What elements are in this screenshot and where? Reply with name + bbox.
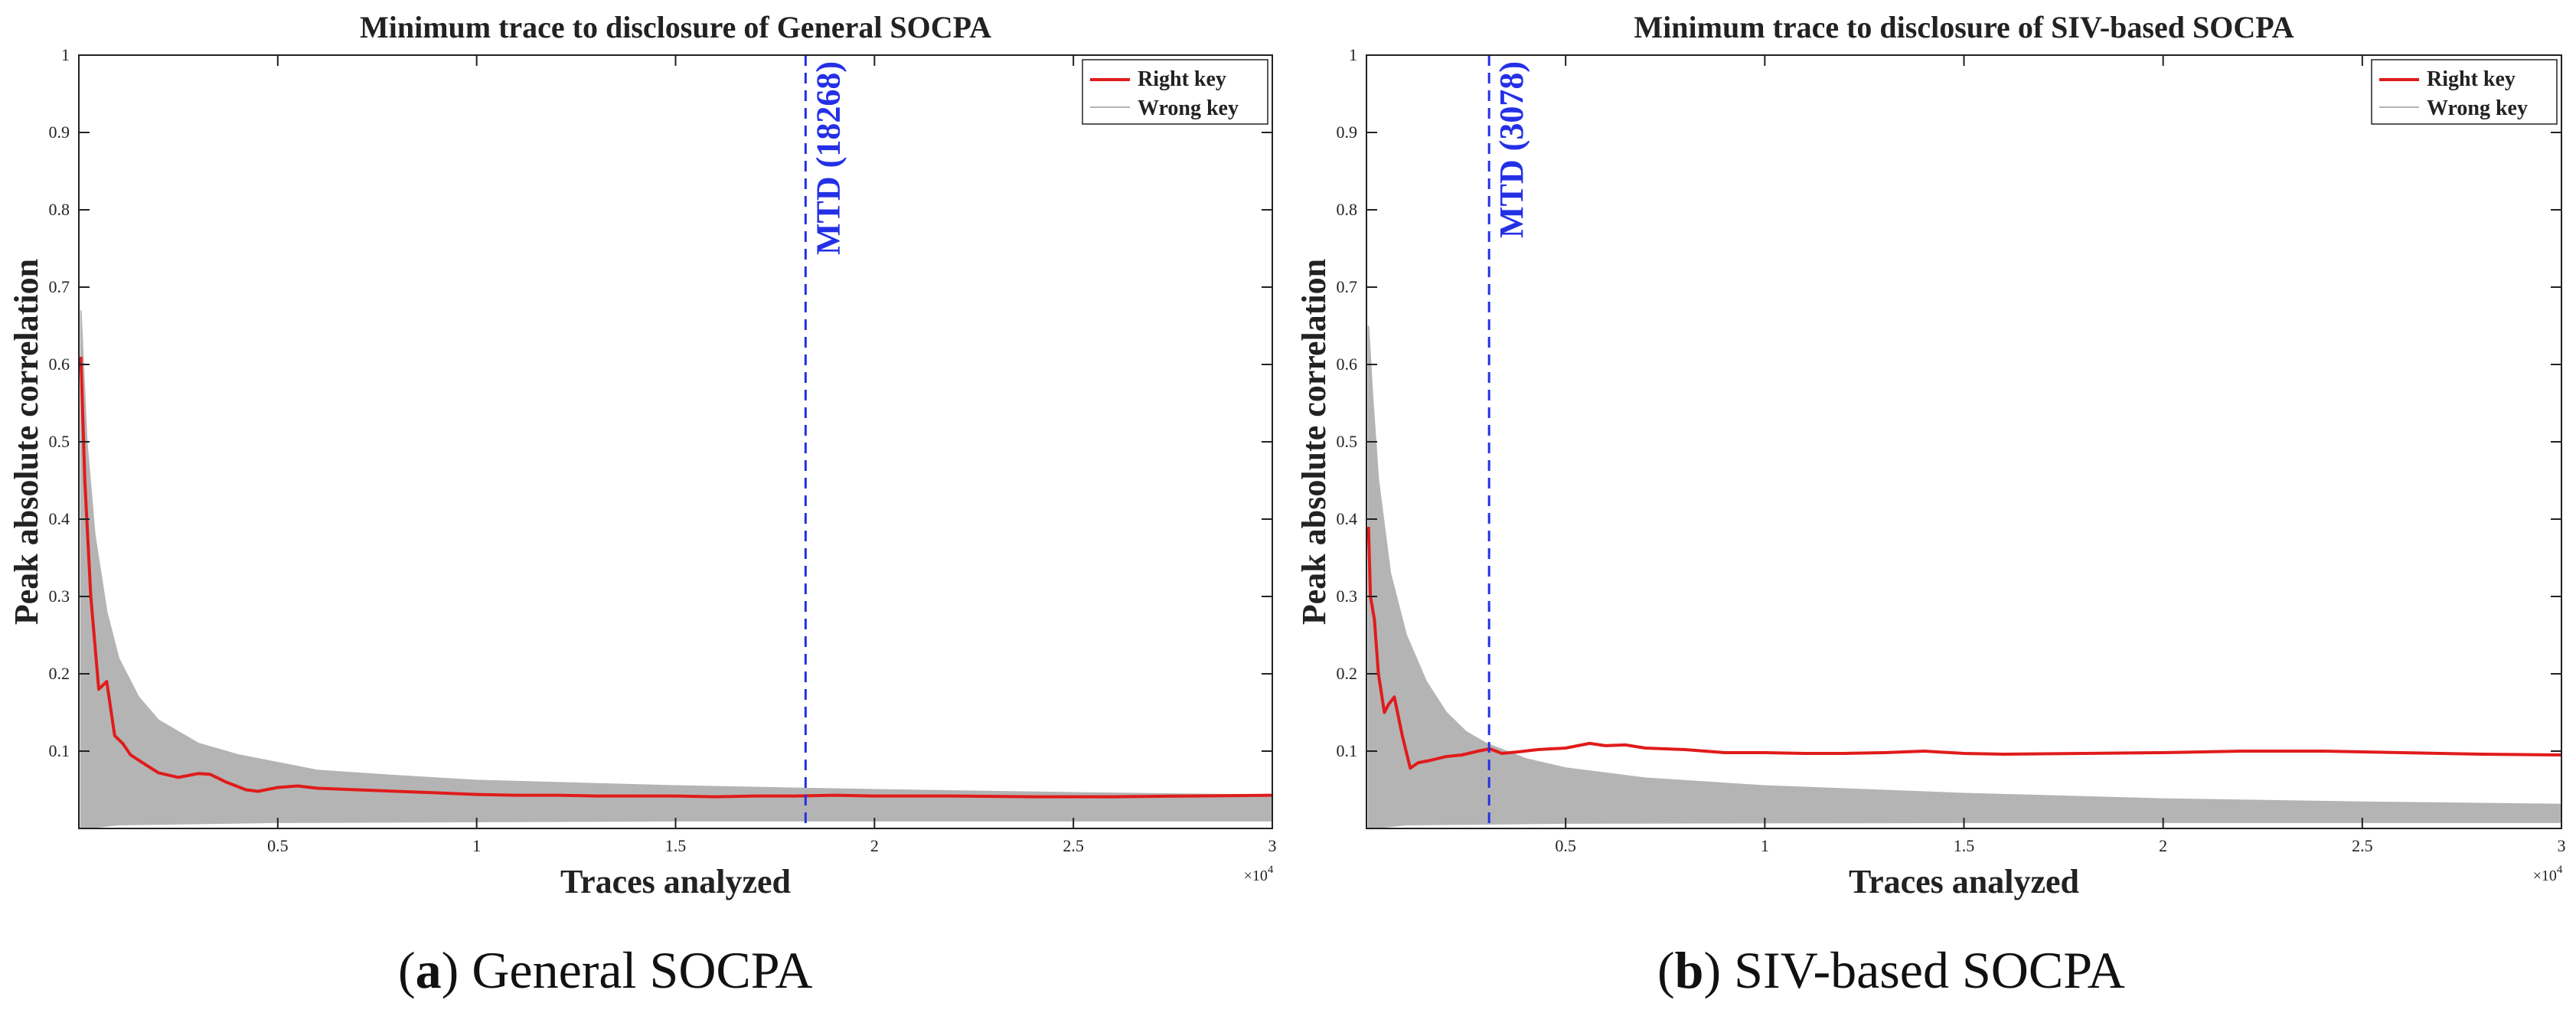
- y-tick-label: 0.8: [49, 200, 70, 219]
- y-tick-label: 0.7: [1337, 277, 1358, 296]
- x-tick-label: 2: [870, 836, 879, 855]
- y-tick-label: 0.6: [49, 355, 70, 374]
- x-multiplier-base: ×10: [2533, 868, 2557, 884]
- y-tick-label: 0.5: [49, 432, 70, 451]
- y-axis-label: Peak absolute correlation: [8, 259, 45, 625]
- y-tick-label: 1: [1349, 45, 1357, 64]
- y-tick-label: 0.1: [49, 741, 70, 760]
- plot-area: [1366, 55, 2561, 828]
- wrong-key-band: [1367, 325, 2562, 830]
- y-tick-label: 0.4: [1337, 509, 1358, 528]
- caption-b: (b) SIV-based SOCPA: [1657, 941, 2125, 999]
- legend-label-right-key: Right key: [1138, 67, 1226, 91]
- caption-a: (a) General SOCPA: [398, 941, 813, 999]
- y-tick-label: 0.6: [1337, 355, 1358, 374]
- right-key-line: [1366, 527, 2562, 770]
- x-tick-label: 1.5: [1954, 836, 1975, 855]
- y-tick-label: 0.3: [1337, 587, 1358, 606]
- chart-title: Minimum trace to disclosure of General S…: [360, 10, 991, 44]
- y-tick-label: 0.4: [49, 509, 70, 528]
- x-axis-label: Traces analyzed: [1849, 863, 2079, 900]
- right-key-line: [79, 356, 1273, 799]
- x-axis-label: Traces analyzed: [560, 863, 791, 900]
- y-tick-label: 1: [61, 45, 70, 64]
- x-multiplier: ×104: [1244, 864, 1274, 884]
- legend-label-wrong-key: Wrong key: [2427, 96, 2528, 120]
- x-tick-label: 2.5: [2352, 836, 2373, 855]
- x-multiplier-exp: 4: [1268, 864, 1274, 876]
- chart-general-socpa: MTD (18268) 0.1 0.2 0.3 0.4 0.5 0.6 0.7 0.8 0.9 1 0…: [8, 10, 1277, 900]
- legend-label-wrong-key: Wrong key: [1138, 96, 1239, 120]
- x-multiplier: ×104: [2533, 864, 2563, 884]
- x-tick-label: 0.5: [1555, 836, 1576, 855]
- x-tick-label: 3: [1268, 836, 1277, 855]
- chart-title: Minimum trace to disclosure of SIV-based…: [1634, 10, 2294, 44]
- x-tick-label: 0.5: [267, 836, 289, 855]
- y-tick-label: 0.9: [49, 123, 70, 142]
- x-tick-label: 1: [1761, 836, 1769, 855]
- y-tick-label: 0.9: [1337, 123, 1358, 142]
- x-tick-label: 2: [2159, 836, 2167, 855]
- x-tick-label: 1: [472, 836, 481, 855]
- y-axis-label: Peak absolute correlation: [1295, 259, 1333, 625]
- chart-siv-based-socpa: MTD (3078) 0.1 0.2 0.3 0.4 0.5 0.6 0.7 0.8 0.9 1 0.…: [1295, 10, 2566, 900]
- mtd-label: MTD (3078): [1493, 61, 1530, 238]
- x-multiplier-base: ×10: [1244, 868, 1268, 884]
- mtd-label: MTD (18268): [809, 61, 847, 255]
- y-tick-label: 0.5: [1337, 432, 1358, 451]
- y-tick-label: 0.8: [1337, 200, 1358, 219]
- x-tick-label: 3: [2558, 836, 2566, 855]
- legend-box: [2371, 59, 2558, 125]
- x-multiplier-exp: 4: [2557, 864, 2563, 876]
- y-tick-label: 0.3: [49, 587, 70, 606]
- y-tick-label: 0.2: [49, 664, 70, 683]
- legend-box: [1082, 59, 1268, 125]
- x-tick-label: 2.5: [1063, 836, 1084, 855]
- legend-label-right-key: Right key: [2427, 67, 2516, 91]
- wrong-key-band: [80, 310, 1273, 830]
- y-tick-label: 0.1: [1337, 741, 1358, 760]
- y-tick-label: 0.2: [1337, 664, 1358, 683]
- plot-area: [79, 55, 1272, 828]
- x-tick-label: 1.5: [665, 836, 687, 855]
- y-tick-label: 0.7: [49, 277, 70, 296]
